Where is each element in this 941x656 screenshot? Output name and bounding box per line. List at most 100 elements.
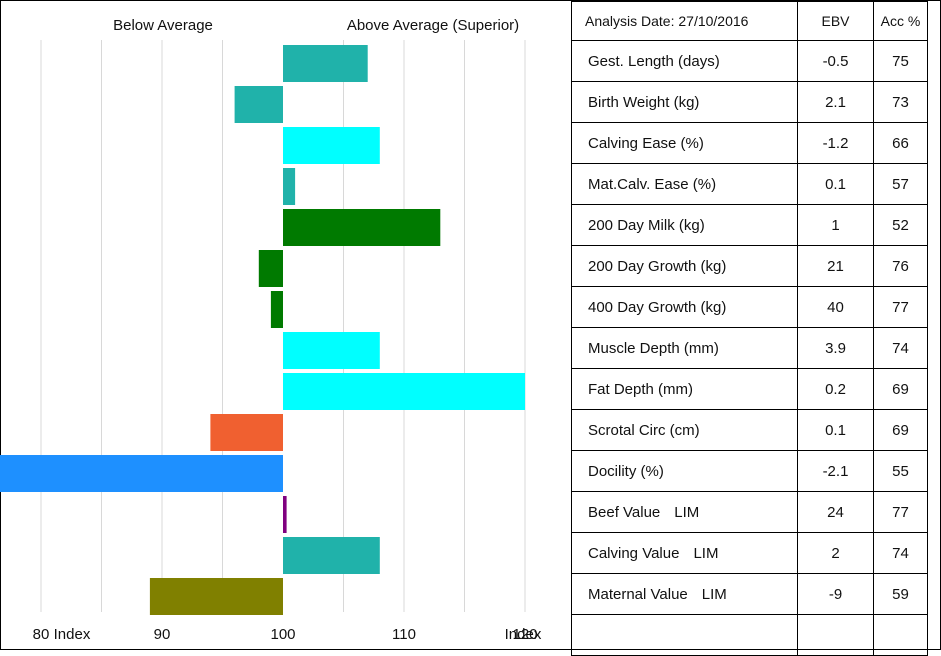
bar-maternal-value-lim <box>149 578 283 615</box>
breed-code: LIM <box>674 503 700 521</box>
table-row: Calving Value LIM 2 74 <box>571 532 928 574</box>
bar-docility <box>0 455 284 492</box>
ebv-value: 0.1 <box>797 409 874 451</box>
table-row: Calving Ease (%) -1.2 66 <box>571 122 928 164</box>
table-row: Fat Depth (mm) 0.2 69 <box>571 368 928 410</box>
trait-label: Fat Depth (mm) <box>571 368 798 410</box>
acc-header: Acc % <box>873 1 928 41</box>
ebv-value: -0.5 <box>797 40 874 82</box>
bar-gest-length-days <box>283 45 368 82</box>
accuracy-value: 59 <box>873 573 928 615</box>
ebv-value: 3.9 <box>797 327 874 369</box>
trait-label: Docility (%) <box>571 450 798 492</box>
table-row: 400 Day Growth (kg) 40 77 <box>571 286 928 328</box>
ebv-value: -1.2 <box>797 122 874 164</box>
trait-label: Calving Ease (%) <box>571 122 798 164</box>
trait-label: 200 Day Growth (kg) <box>571 245 798 287</box>
accuracy-value: 69 <box>873 368 928 410</box>
accuracy-value: 74 <box>873 532 928 574</box>
trait-name: Scrotal Circ (cm) <box>588 421 700 439</box>
x-tick-label: 90 <box>154 626 171 643</box>
table-row: Muscle Depth (mm) 3.9 74 <box>571 327 928 369</box>
trait-name: Maternal Value <box>588 585 688 603</box>
trait-label: 400 Day Growth (kg) <box>571 286 798 328</box>
trait-name: Calving Ease (%) <box>588 134 704 152</box>
trait-name: Docility (%) <box>588 462 664 480</box>
analysis-date: Analysis Date: 27/10/2016 <box>571 1 798 41</box>
table-row <box>571 614 928 656</box>
breed-code: LIM <box>693 544 719 562</box>
accuracy-value: 73 <box>873 81 928 123</box>
accuracy-value: 55 <box>873 450 928 492</box>
accuracy-value: 57 <box>873 163 928 205</box>
x-axis-label-left: Index <box>54 626 91 643</box>
accuracy-value <box>873 614 928 656</box>
table-row: Beef Value LIM 24 77 <box>571 491 928 533</box>
grid-lines <box>40 40 526 612</box>
ebv-value: 1 <box>797 204 874 246</box>
table-row: Mat.Calv. Ease (%) 0.1 57 <box>571 163 928 205</box>
x-ticks: 708090100110120130 <box>33 626 538 643</box>
table-row: 200 Day Milk (kg) 1 52 <box>571 204 928 246</box>
x-tick-label: 120 <box>512 626 537 643</box>
ebv-value <box>797 614 874 656</box>
trait-name: Calving Value <box>588 544 680 562</box>
trait-name: 200 Day Growth (kg) <box>588 257 727 275</box>
accuracy-value: 75 <box>873 40 928 82</box>
x-axis-label-right: Index <box>505 626 542 643</box>
ebv-value: -2.1 <box>797 450 874 492</box>
bar-fat-depth-mm <box>283 373 525 410</box>
trait-label: Muscle Depth (mm) <box>571 327 798 369</box>
table-row: Docility (%) -2.1 55 <box>571 450 928 492</box>
ebv-index-chart: Below Average Above Average (Superior) I… <box>0 17 542 643</box>
ebv-value: -9 <box>797 573 874 615</box>
table-header-row: Analysis Date: 27/10/2016 EBV Acc % <box>571 1 928 41</box>
trait-label: Gest. Length (days) <box>571 40 798 82</box>
x-tick-label: 100 <box>270 626 295 643</box>
accuracy-value: 76 <box>873 245 928 287</box>
trait-label: Beef Value LIM <box>571 491 798 533</box>
x-tick-label: 110 <box>392 626 416 643</box>
trait-name: Beef Value <box>588 503 661 521</box>
bar-birth-weight-kg <box>234 86 283 123</box>
bar-calving-ease <box>283 127 380 164</box>
bar-scrotal-circ-cm <box>210 414 283 451</box>
trait-name: Muscle Depth (mm) <box>588 339 719 357</box>
table-row: Maternal Value LIM -9 59 <box>571 573 928 615</box>
accuracy-value: 77 <box>873 286 928 328</box>
trait-name: 200 Day Milk (kg) <box>588 216 705 234</box>
accuracy-value: 74 <box>873 327 928 369</box>
trait-label: Birth Weight (kg) <box>571 81 798 123</box>
breed-code: LIM <box>701 585 727 603</box>
bar-400-day-growth-kg <box>270 291 283 328</box>
accuracy-value: 69 <box>873 409 928 451</box>
trait-name: Mat.Calv. Ease (%) <box>588 175 717 193</box>
header-below-average: Below Average <box>113 17 213 34</box>
accuracy-value: 66 <box>873 122 928 164</box>
trait-label: Scrotal Circ (cm) <box>571 409 798 451</box>
bar-200-day-milk-kg <box>283 209 441 246</box>
bars <box>0 45 525 615</box>
table-row: 200 Day Growth (kg) 21 76 <box>571 245 928 287</box>
ebv-header: EBV <box>797 1 874 41</box>
trait-name: Birth Weight (kg) <box>588 93 700 111</box>
ebv-value: 0.2 <box>797 368 874 410</box>
ebv-value: 24 <box>797 491 874 533</box>
trait-label: 200 Day Milk (kg) <box>571 204 798 246</box>
trait-label <box>571 614 798 656</box>
bar-beef-value-lim <box>283 496 287 533</box>
ebv-value: 0.1 <box>797 163 874 205</box>
trait-name: Gest. Length (days) <box>588 52 720 70</box>
trait-name: 400 Day Growth (kg) <box>588 298 727 316</box>
trait-label: Mat.Calv. Ease (%) <box>571 163 798 205</box>
trait-name: Fat Depth (mm) <box>588 380 694 398</box>
x-tick-label: 80 <box>33 626 50 643</box>
trait-label: Maternal Value LIM <box>571 573 798 615</box>
ebv-value: 2.1 <box>797 81 874 123</box>
accuracy-value: 52 <box>873 204 928 246</box>
trait-label: Calving Value LIM <box>571 532 798 574</box>
bar-mat-calv-ease <box>283 168 296 205</box>
ebv-value: 40 <box>797 286 874 328</box>
bar-calving-value-lim <box>283 537 380 574</box>
ebv-value: 21 <box>797 245 874 287</box>
